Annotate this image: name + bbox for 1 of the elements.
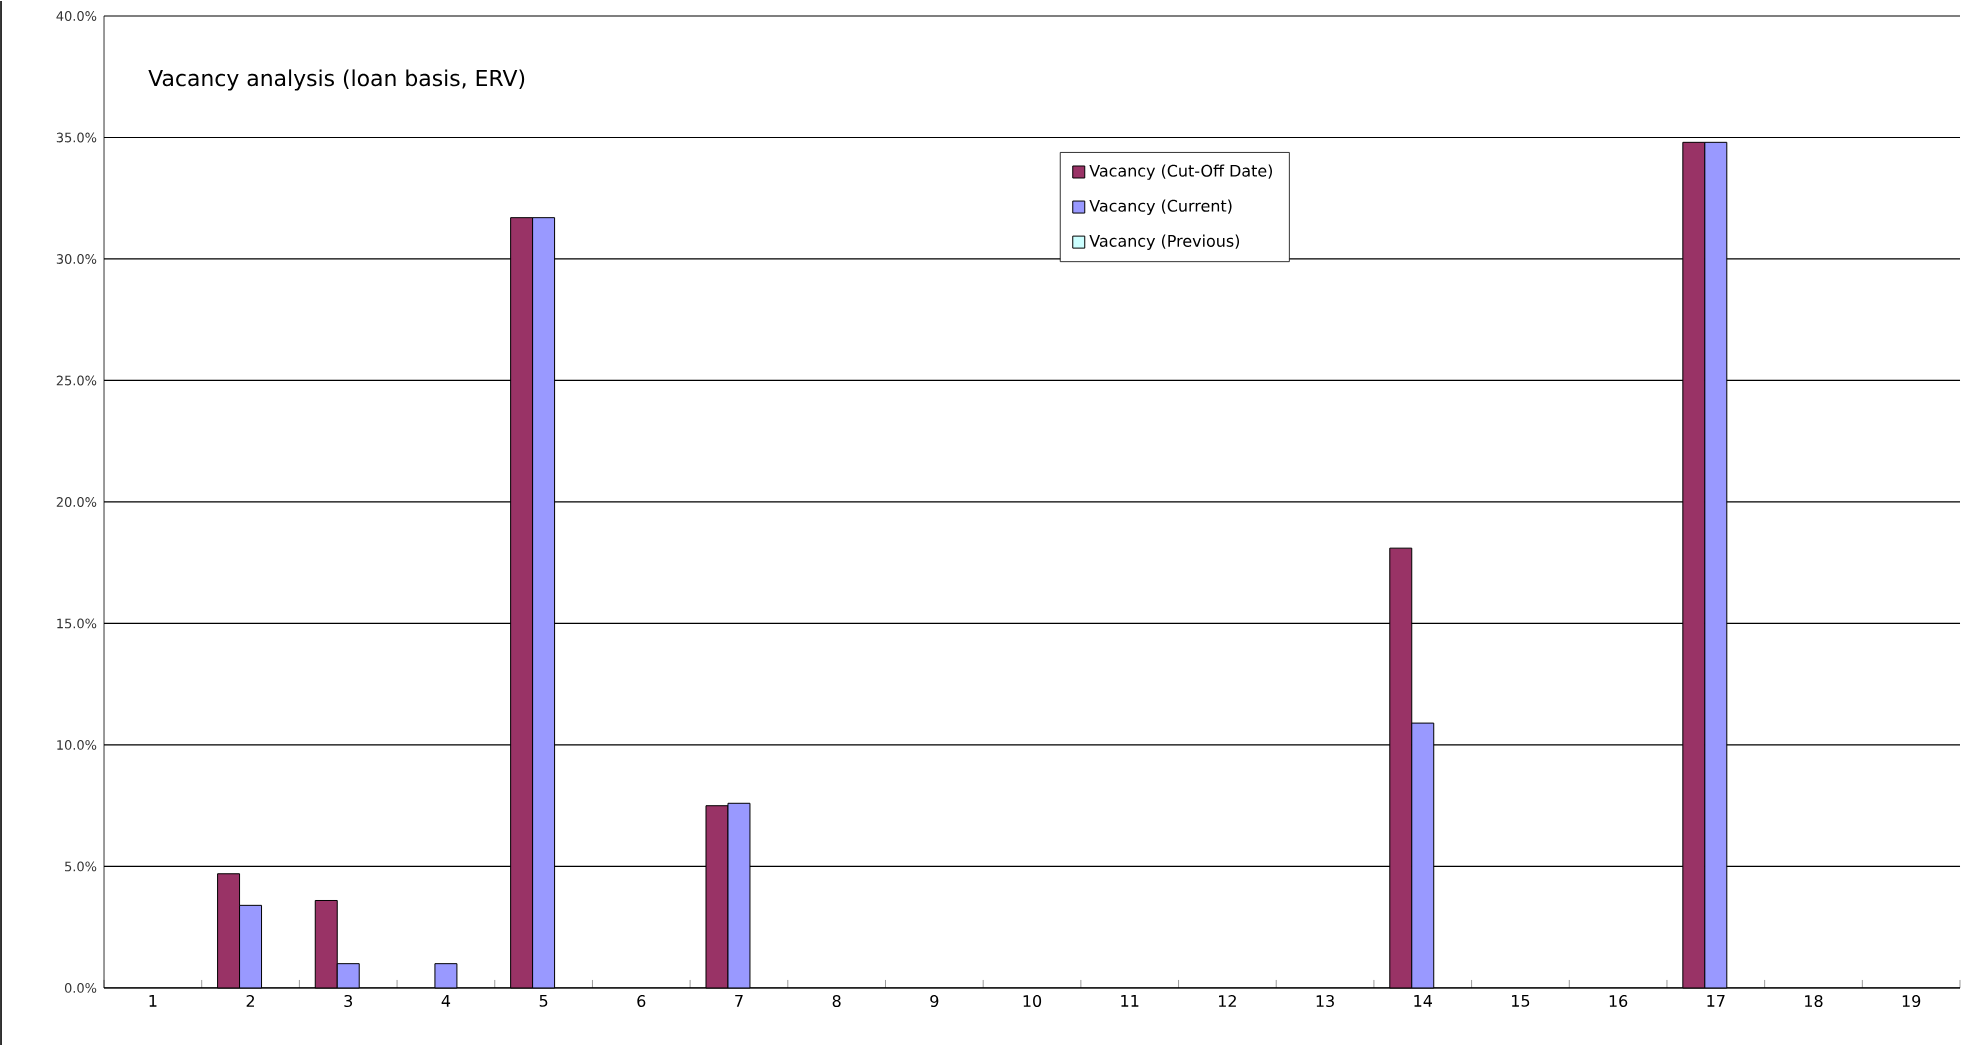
text: Vacancy analysis (loan basis, ERV)	[148, 69, 525, 91]
